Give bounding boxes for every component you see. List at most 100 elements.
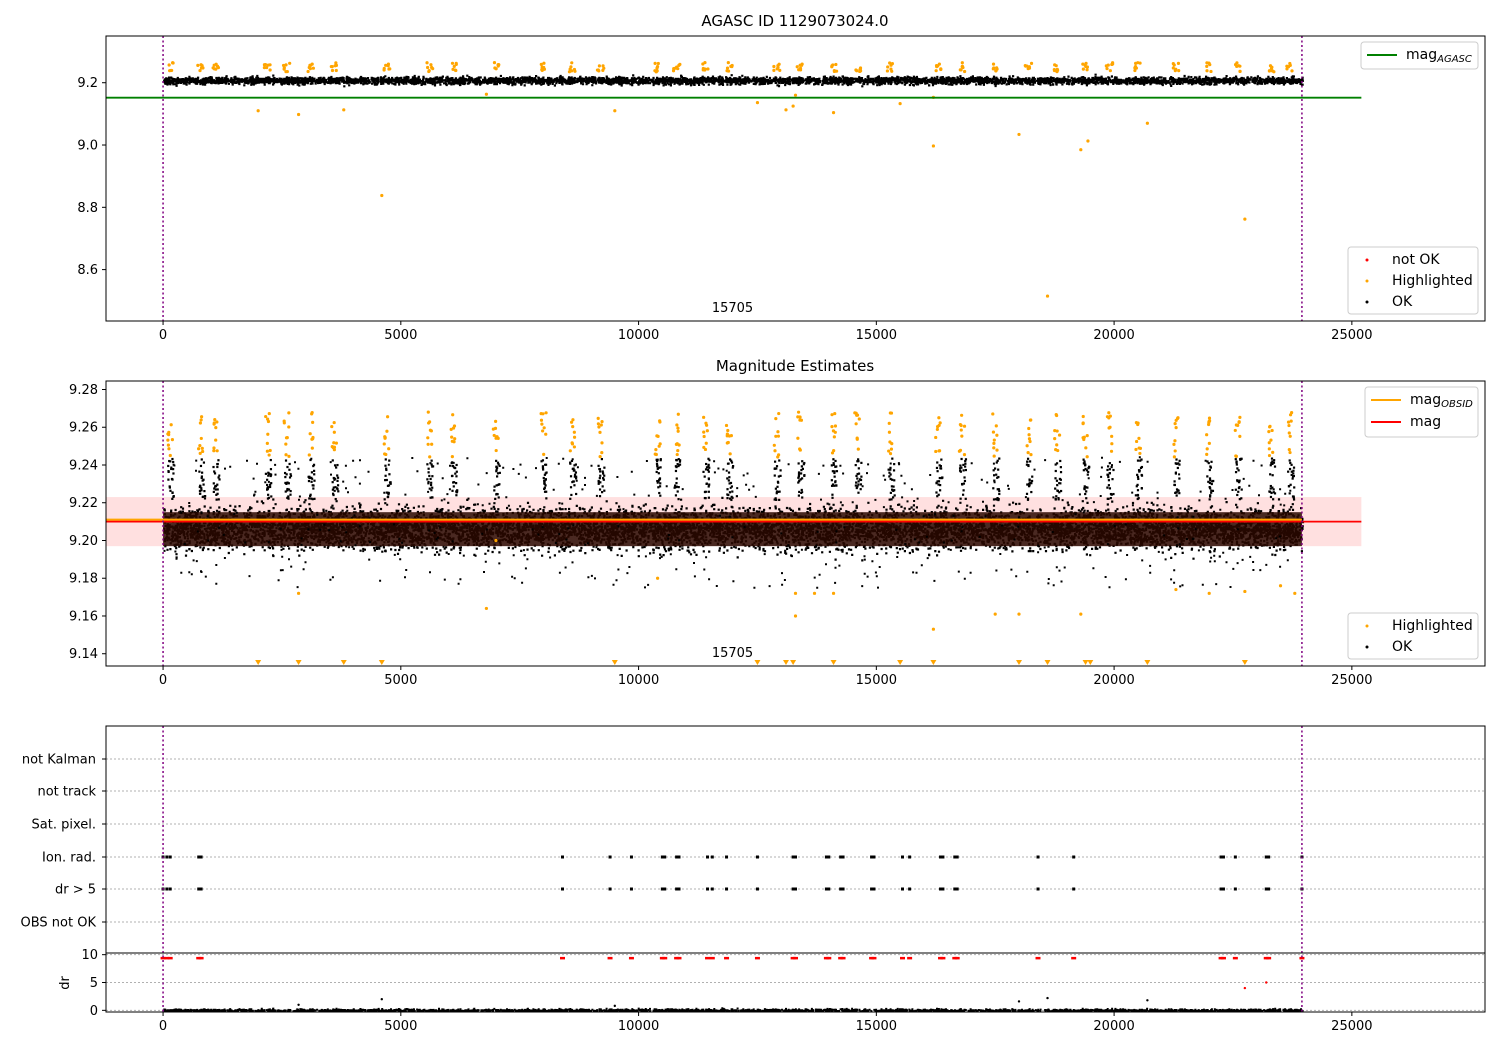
- ok-point: [958, 467, 962, 470]
- ok-point: [1210, 482, 1213, 486]
- highlighted-point: [1207, 591, 1211, 595]
- highlighted-point: [1145, 121, 1149, 125]
- ok-point: [963, 479, 967, 483]
- ok-point: [1269, 484, 1272, 488]
- ok-point: [833, 475, 836, 478]
- highlighted-point: [287, 454, 291, 458]
- legend-label-ok: OK: [1392, 294, 1413, 310]
- ok-point: [217, 498, 220, 501]
- ok-point: [331, 492, 335, 495]
- y-tick-label: 9.18: [69, 572, 98, 587]
- highlighted-point: [1205, 69, 1209, 73]
- ok-point: [270, 482, 273, 485]
- ok-point: [1059, 471, 1063, 474]
- ok-point: [777, 475, 780, 478]
- ok-point: [495, 468, 498, 471]
- y-tick-label: 9.24: [69, 458, 98, 473]
- flag-event-marker: [165, 855, 169, 859]
- ok-point: [1106, 486, 1109, 489]
- flag-row-label: not Kalman: [22, 753, 96, 768]
- ok-point: [1085, 497, 1088, 500]
- ok-point: [708, 466, 711, 469]
- ok-point: [1209, 494, 1212, 497]
- ok-point: [202, 483, 205, 486]
- ok-point: [893, 463, 896, 466]
- highlighted-point: [330, 424, 334, 429]
- ok-point: [832, 458, 835, 461]
- highlighted-point: [595, 68, 600, 72]
- ok-point: [889, 468, 892, 471]
- flag-event-marker: [663, 887, 667, 891]
- ok-point: [198, 485, 201, 489]
- highlighted-point: [1105, 415, 1110, 419]
- highlighted-point: [728, 452, 732, 456]
- ok-point: [1082, 469, 1085, 472]
- highlighted-point: [572, 435, 577, 439]
- highlighted-point: [569, 420, 574, 424]
- ok-point: [266, 478, 269, 481]
- ok-point: [451, 474, 454, 477]
- ok-point: [677, 485, 680, 489]
- highlighted-point: [1136, 422, 1140, 427]
- highlighted-point: [426, 442, 430, 446]
- highlighted-point: [960, 65, 964, 69]
- ok-point: [889, 466, 892, 469]
- x-tick-label: 25000: [1331, 673, 1372, 688]
- highlighted-point: [1267, 430, 1271, 434]
- ok-point: [659, 459, 662, 462]
- ok-point: [1291, 475, 1295, 478]
- highlighted-point: [1237, 420, 1241, 424]
- highlighted-point: [282, 421, 286, 425]
- dr-outlier-point: [1146, 999, 1149, 1002]
- dr-high-marker: [940, 956, 946, 960]
- highlighted-point: [702, 434, 706, 439]
- ok-point: [313, 479, 316, 482]
- highlighted-point: [1084, 446, 1088, 450]
- dr-high-marker: [954, 956, 960, 960]
- ok-point: [707, 485, 710, 488]
- highlighted-point: [382, 442, 386, 446]
- dr-y-tick-label: 10: [81, 948, 98, 963]
- highlighted-point: [430, 442, 434, 446]
- highlighted-point: [656, 434, 660, 438]
- ok-point: [797, 494, 801, 497]
- ok-point: [728, 476, 731, 479]
- highlighted-point: [887, 430, 892, 434]
- ok-point: [1054, 463, 1057, 466]
- highlighted-point: [654, 70, 658, 74]
- ok-point: [676, 490, 679, 493]
- ok-point: [1269, 473, 1272, 476]
- ok-point: [830, 479, 833, 482]
- highlighted-point: [1026, 451, 1030, 455]
- highlighted-point: [428, 455, 432, 459]
- ok-point: [834, 481, 837, 484]
- highlighted-point: [1207, 441, 1211, 445]
- ok-point: [997, 488, 1000, 491]
- ok-point: [939, 483, 942, 487]
- ok-point: [198, 489, 202, 492]
- ok-point: [994, 498, 997, 501]
- flag-event-marker: [710, 855, 714, 859]
- y-tick-label: 9.16: [69, 609, 98, 624]
- highlighted-point: [214, 67, 218, 71]
- ok-point: [216, 488, 219, 491]
- ok-point: [572, 480, 575, 483]
- ok-point: [1027, 483, 1030, 486]
- highlighted-point: [451, 67, 455, 71]
- ok-point: [658, 478, 661, 481]
- ok-point: [800, 477, 804, 480]
- flag-event-marker: [870, 855, 874, 859]
- highlighted-point: [1207, 420, 1211, 425]
- highlighted-point: [310, 412, 314, 416]
- highlighted-point: [600, 451, 604, 455]
- ok-point: [168, 485, 171, 488]
- ok-point: [937, 493, 940, 496]
- ok-point: [199, 492, 202, 495]
- ok-point: [542, 468, 545, 471]
- highlighted-point: [1207, 416, 1212, 420]
- highlighted-point: [931, 627, 936, 631]
- ok-point: [935, 466, 939, 470]
- ok-point: [658, 485, 662, 488]
- ok-point: [1030, 482, 1033, 485]
- highlighted-point: [1104, 64, 1108, 68]
